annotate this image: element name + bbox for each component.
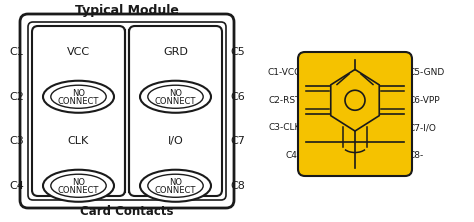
Text: I/O: I/O — [168, 136, 183, 146]
Ellipse shape — [43, 170, 114, 202]
Text: C4: C4 — [9, 181, 24, 191]
Text: C6-VPP: C6-VPP — [409, 96, 441, 105]
Text: NO: NO — [72, 89, 85, 98]
FancyBboxPatch shape — [129, 26, 222, 196]
Text: VCC: VCC — [67, 47, 90, 57]
Text: C1-VCC: C1-VCC — [268, 68, 301, 77]
Text: C5-GND: C5-GND — [409, 68, 445, 77]
Text: CONNECT: CONNECT — [155, 97, 196, 106]
Text: C7: C7 — [230, 136, 245, 146]
Text: CLK: CLK — [68, 136, 89, 146]
PathPatch shape — [331, 69, 379, 131]
Text: C2: C2 — [9, 92, 24, 102]
FancyBboxPatch shape — [32, 26, 125, 196]
Text: CONNECT: CONNECT — [58, 186, 99, 195]
Text: C3: C3 — [9, 136, 24, 146]
Text: C1: C1 — [9, 47, 24, 57]
Text: CONNECT: CONNECT — [58, 97, 99, 106]
Text: NO: NO — [72, 178, 85, 187]
Ellipse shape — [140, 170, 211, 202]
Text: C8-: C8- — [409, 151, 424, 160]
Circle shape — [345, 90, 365, 110]
FancyBboxPatch shape — [298, 52, 412, 176]
Text: C2-RST: C2-RST — [268, 96, 301, 105]
Text: Card Contacts: Card Contacts — [80, 205, 174, 218]
Text: NO: NO — [169, 89, 182, 98]
Text: C3-CLK: C3-CLK — [269, 123, 301, 132]
Text: C6: C6 — [230, 92, 245, 102]
Text: C4-: C4- — [286, 151, 301, 160]
Text: C8: C8 — [230, 181, 245, 191]
Text: C7-I/O: C7-I/O — [409, 123, 437, 132]
Ellipse shape — [43, 81, 114, 113]
FancyBboxPatch shape — [20, 14, 234, 208]
Text: CONNECT: CONNECT — [155, 186, 196, 195]
Text: Typical Module: Typical Module — [75, 4, 179, 17]
Text: C5: C5 — [230, 47, 245, 57]
Ellipse shape — [140, 81, 211, 113]
Text: GRD: GRD — [163, 47, 188, 57]
Text: NO: NO — [169, 178, 182, 187]
